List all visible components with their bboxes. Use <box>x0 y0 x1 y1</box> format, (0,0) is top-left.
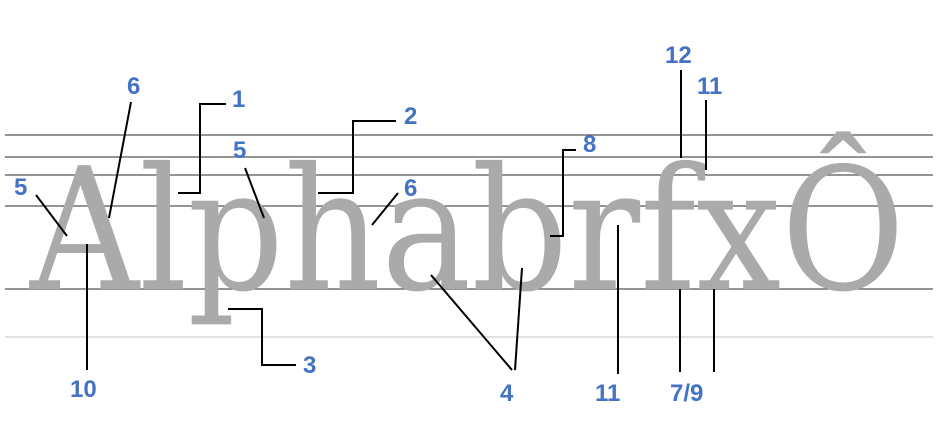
callout-6: 6 <box>404 175 417 202</box>
callout-12: 12 <box>665 42 692 69</box>
leader-5a <box>35 194 68 237</box>
callout-11: 11 <box>595 380 620 407</box>
leader-3 <box>228 308 296 366</box>
callout-7-9: 7/9 <box>670 380 703 407</box>
callout-2: 2 <box>404 103 417 130</box>
guide-lines <box>5 134 933 338</box>
callout-6: 6 <box>127 73 140 100</box>
callout-4: 4 <box>500 380 514 407</box>
leader-4a <box>430 274 513 371</box>
callout-11: 11 <box>697 73 722 100</box>
leader-5b <box>244 167 265 219</box>
leader-8 <box>550 149 576 237</box>
leader-lines <box>35 70 715 374</box>
callout-3: 3 <box>303 352 316 379</box>
callout-1: 1 <box>232 86 245 113</box>
callout-5: 5 <box>233 137 246 164</box>
callout-10: 10 <box>70 376 97 403</box>
callout-8: 8 <box>583 131 596 158</box>
leader-6a <box>108 101 132 219</box>
leader-2 <box>318 120 396 194</box>
leader-1 <box>178 103 226 194</box>
leader-4b <box>514 267 523 371</box>
callout-5: 5 <box>14 174 27 201</box>
specimen-text: AlphabrfxÔ <box>29 130 905 330</box>
leader-6b <box>371 192 399 226</box>
callout-labels: 6 1 2 5 5 6 8 12 11 3 10 4 11 7/9 <box>14 42 722 407</box>
